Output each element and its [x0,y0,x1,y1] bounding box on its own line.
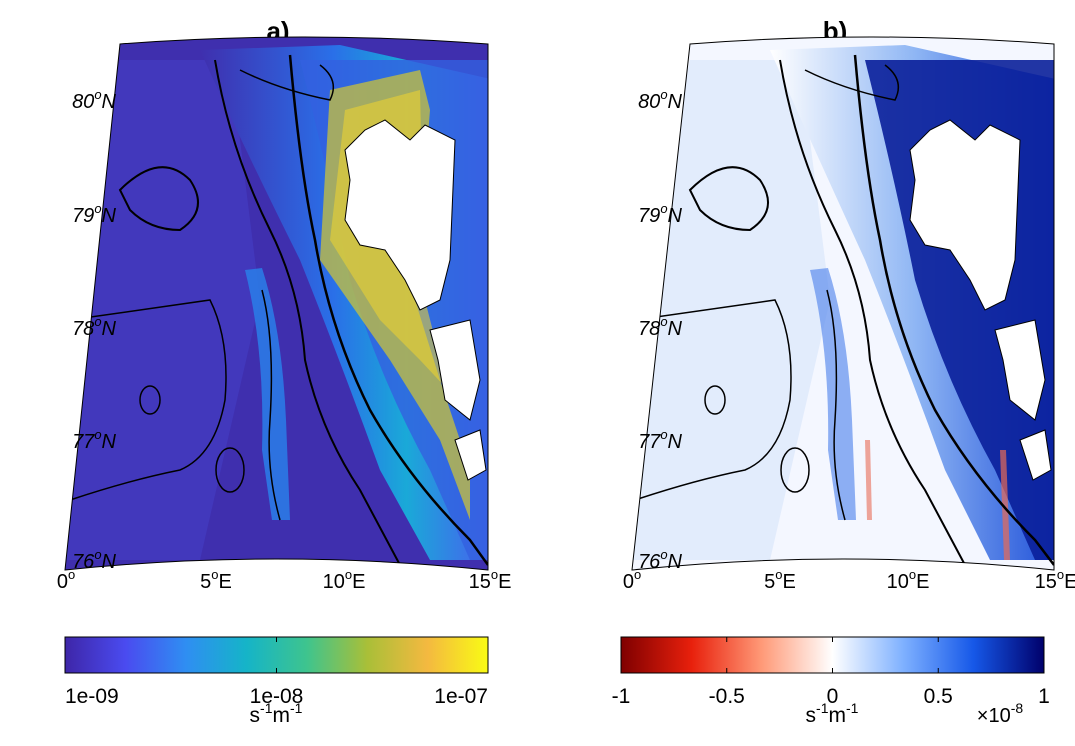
panel-b-unit-exp2: -1 [846,700,859,716]
panel-a-lon-label-2: 10oE [323,567,366,593]
panel-b-colorbar-ticks: -1 -0.5 0 0.5 1 [612,637,1050,708]
panel-a-lat-labels: 80oN 79oN 78oN 77oN 76oN [72,87,116,573]
panel-b-negative-streak-3 [865,440,872,520]
panel-b-lat-label-4: 76oN [638,547,682,573]
panel-a-lat-label-2: 78oN [72,314,116,340]
panel-b-lon-label-3: 15oE [1035,567,1075,593]
panel-b-colorbar-bar [620,636,1045,674]
panel-b-colorbar-tick-label-4: 1 [1038,685,1050,708]
panel-a-contour-ridge-west [118,166,199,232]
panel-b-colorbar-tick-label-0: -1 [612,685,631,708]
panel-a-colorbar-tick-label-0: 1e-09 [65,685,119,708]
panel-a-colorbar-bar [64,636,489,674]
panel-b-lat-label-3: 77oN [638,427,682,453]
panel-a-frame [64,36,489,571]
panel-a-colorbar-unit: s-1m-1 [250,700,303,727]
panel-b-contour-slope [779,59,966,566]
panel-a-land-svalbard-north [344,119,456,311]
panel-b-lon-label-0: 0o [623,567,641,593]
panel-a-lat-label-1: 79oN [72,201,116,227]
panel-b-contour-shelfbreak [853,54,1054,566]
panel-b-lat-labels: 80oN 79oN 78oN 77oN 76oN [638,87,682,573]
panel-b-map [632,37,1054,570]
panel-a-colorbar: 1e-09 1e-08 1e-07 s-1m-1 [64,636,489,727]
panel-a-map [65,37,488,570]
panel-a-colorbar-tick-label-1: 1e-08 [250,685,304,708]
panel-b-unit-base2: m [829,704,847,727]
panel-b-negative-streak-2 [660,220,666,260]
panel-a-unit-exp1: -1 [260,700,273,716]
panel-b-multiplier-base: ×10 [977,705,1011,727]
panel-a-lat-label-0: 80oN [72,87,116,113]
panel-b-lat-label-0: 80oN [638,87,682,113]
panel-b-frame [631,36,1055,571]
panel-b-land-svalbard-south [994,319,1046,421]
panel-a-lat-label-4: 76oN [72,547,116,573]
panel-a-lon-labels: 0o 5oE 10oE 15oE [57,567,512,593]
panel-b-negative-streak-1 [1000,450,1010,560]
panel-a-lon-label-1: 5oE [200,567,232,593]
panel-a-lon-label-3: 15oE [469,567,512,593]
panel-a-contour-north [239,64,335,101]
panel-b-ridge [810,268,856,520]
panel-a-colorbar-ticks: 1e-09 1e-08 1e-07 [64,637,489,708]
panel-b-lat-label-2: 78oN [638,314,682,340]
panel-b-unit-exp1: -1 [816,700,829,716]
panel-b-colorbar-multiplier: ×10-8 [977,700,1024,727]
panel-b-lon-label-2: 10oE [887,567,930,593]
panel-b-colorbar-tick-label-3: 0.5 [924,685,953,708]
panel-b-colorbar-unit: s-1m-1 [806,700,859,727]
panel-a-land-sorkapp [454,429,487,481]
panel-b-contour-seamount-2 [780,447,810,493]
panel-a-ridge [245,268,290,520]
panel-b-contour-seamount-1 [826,289,846,521]
panel-a-contour-seamount-3 [139,385,161,415]
panel-a-land-svalbard-south [429,319,481,421]
panel-a-contour-basin [69,299,227,501]
panel-a-unit-base1: s [250,704,261,727]
panel-b-colorbar: -1 -0.5 0 0.5 1 s-1m-1 ×10-8 [612,636,1050,727]
panel-b-multiplier-exp: -8 [1011,700,1024,716]
panel-b-land-svalbard-north [909,119,1021,311]
panel-b-colorbar-tick-label-1: -0.5 [709,685,745,708]
panel-b-lon-labels: 0o 5oE 10oE 15oE [623,567,1075,593]
panel-b-contour-ridge-west [688,166,769,232]
panel-a-unit-base2: m [273,704,291,727]
panel-a-contour-shelfbreak [288,54,488,566]
panel-a-colorbar-tick-label-2: 1e-07 [434,685,488,708]
panel-b-unit-base1: s [806,704,817,727]
panel-a-basin-texture [65,60,260,560]
panel-b-colorbar-tick-label-2: 0 [827,685,839,708]
panel-b-land-sorkapp [1019,429,1052,481]
panel-a-contour-seamount-2 [215,447,245,493]
panel-b-contour-basin [634,299,792,501]
panel-a-contour-seamount-1 [261,289,281,521]
panel-a-lat-label-3: 77oN [72,427,116,453]
panel-b-contour-seamount-3 [704,385,726,415]
panel-a-contour-slope [214,59,401,566]
panel-b-lat-label-1: 79oN [638,201,682,227]
panel-b-contour-north [804,64,900,101]
panel-a-lon-label-0: 0o [57,567,75,593]
panel-a-unit-exp2: -1 [290,700,303,716]
panel-b-basin-texture [632,60,830,560]
panel-b-lon-label-1: 5oE [764,567,796,593]
